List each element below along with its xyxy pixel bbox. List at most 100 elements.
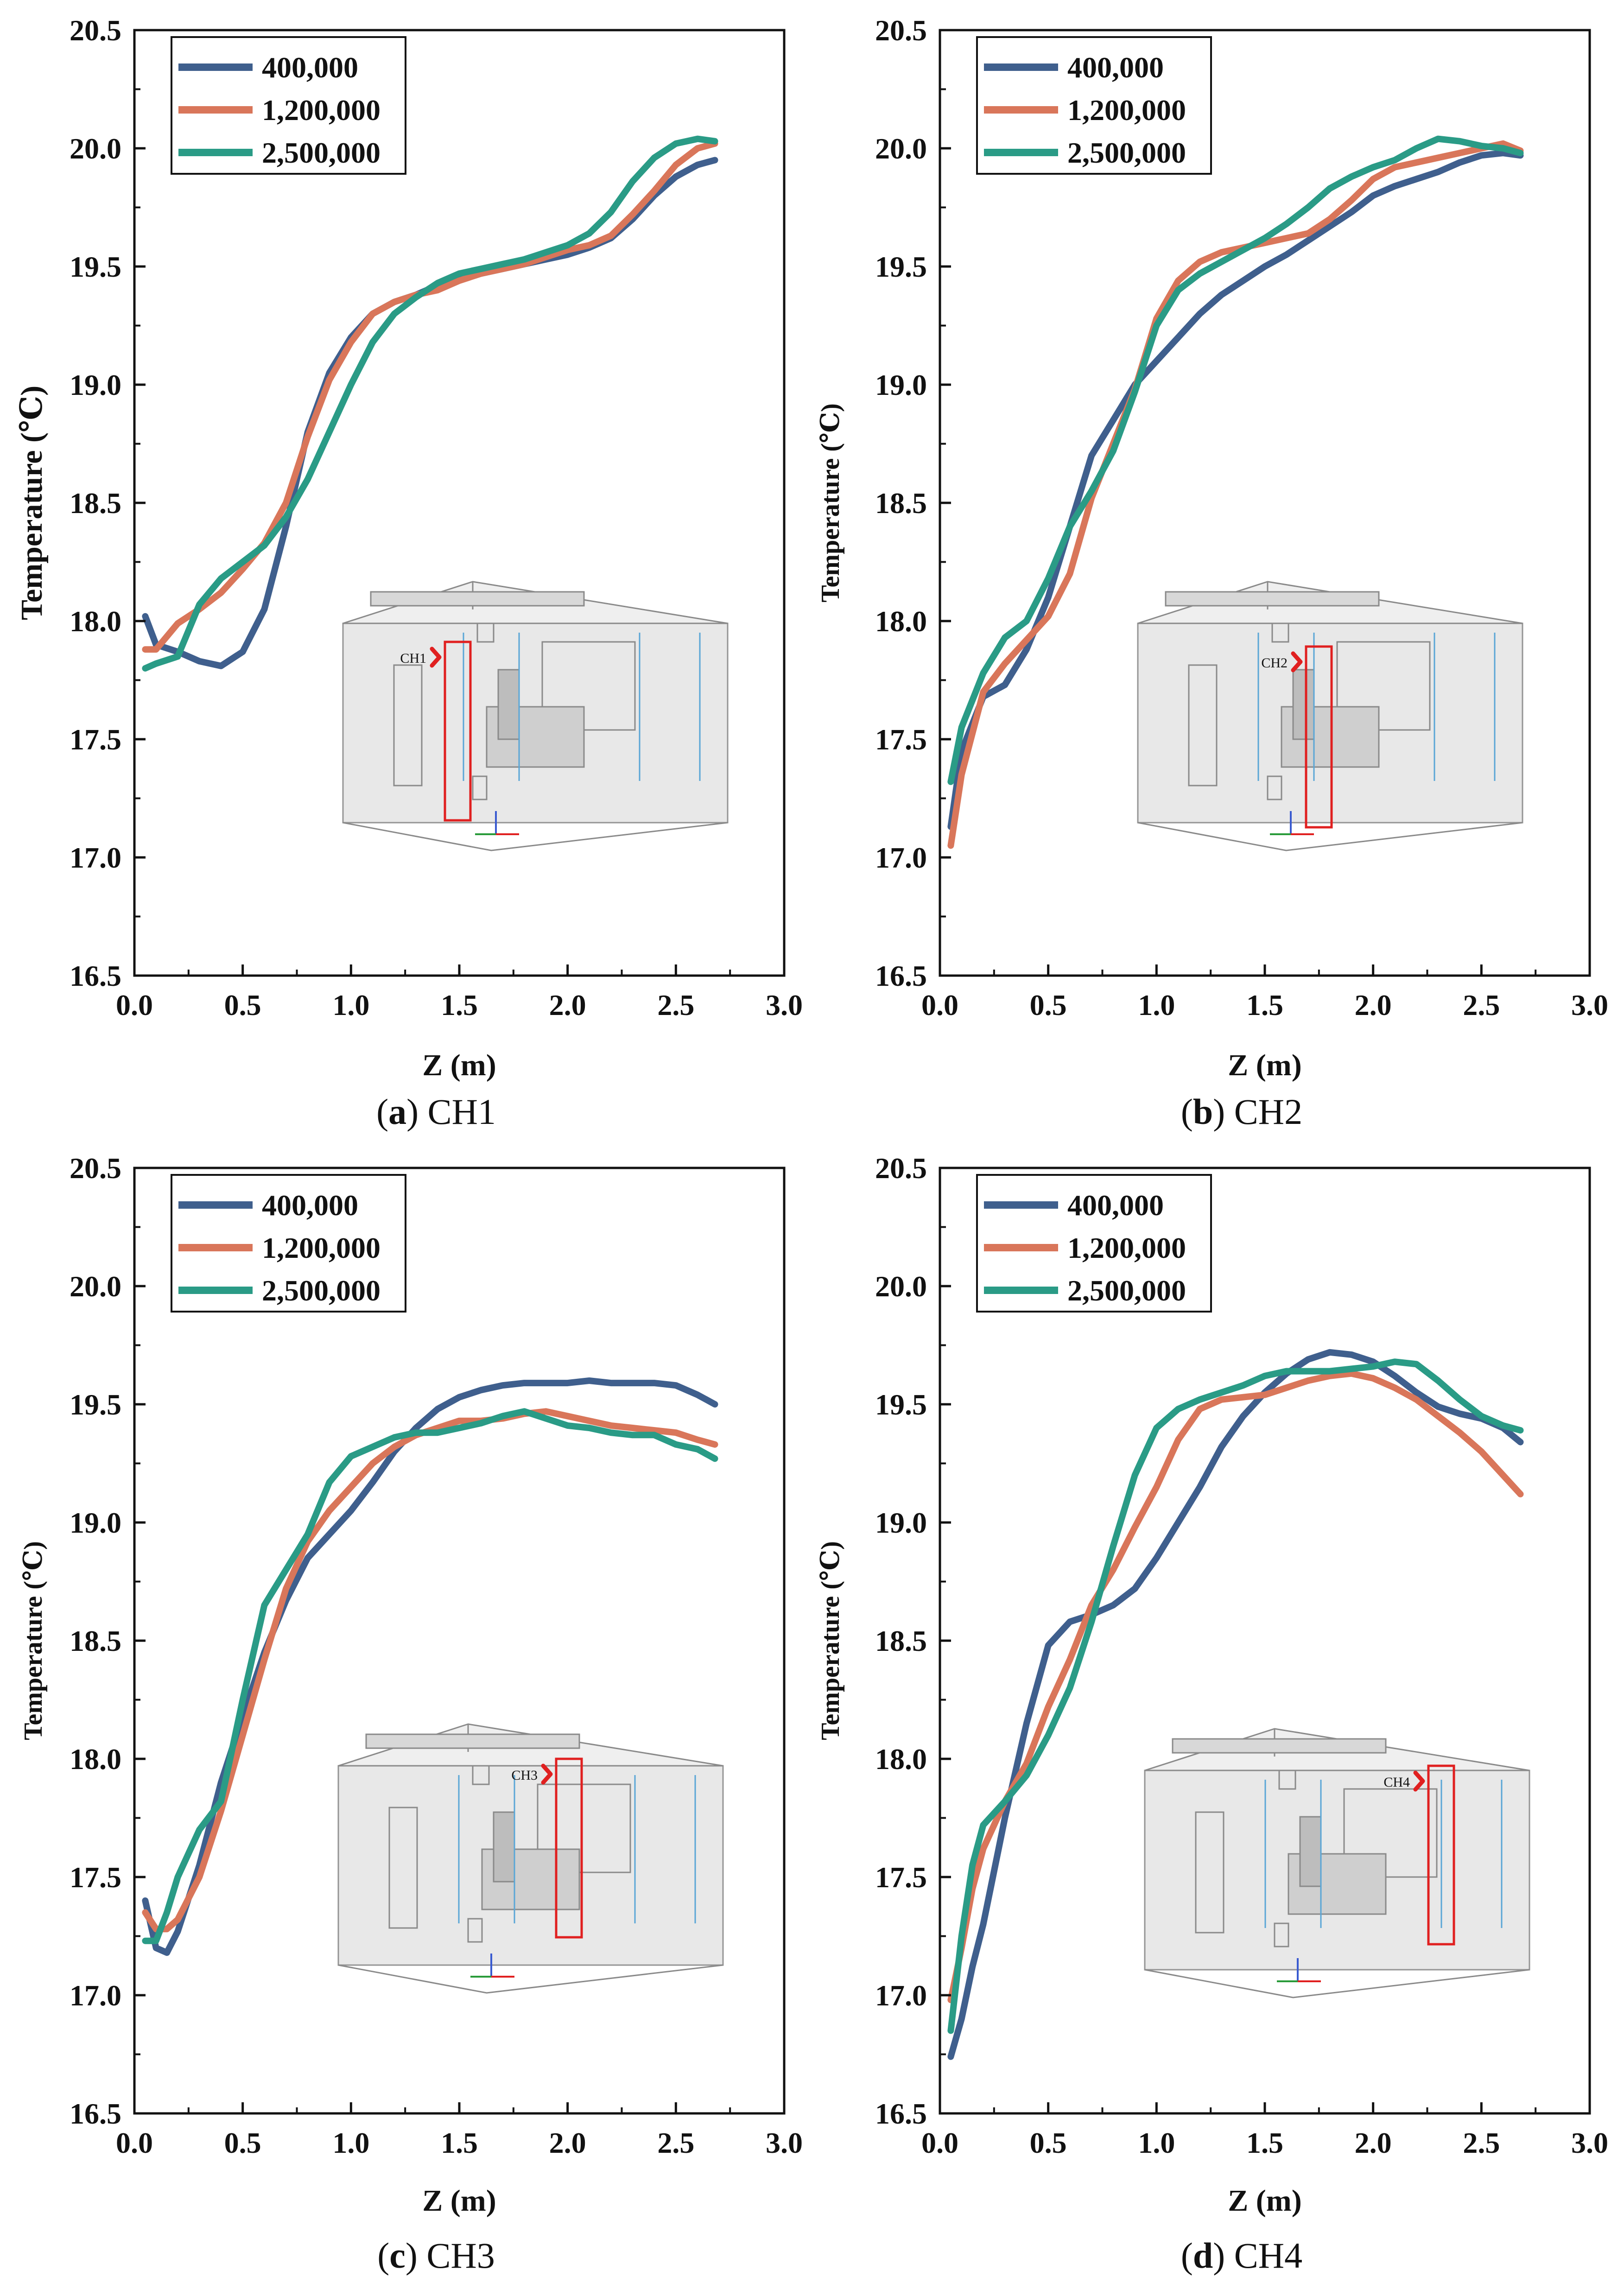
x-tick-label: 1.0 bbox=[1138, 989, 1175, 1021]
x-tick-label: 3.0 bbox=[1571, 2126, 1608, 2159]
caption-text: CH3 bbox=[426, 2235, 495, 2276]
door bbox=[1188, 664, 1218, 786]
vent bbox=[476, 622, 495, 643]
probe-label: CH3 bbox=[511, 1768, 538, 1783]
x-axis-title: Z (m) bbox=[422, 1048, 496, 1082]
x-tick-label: 0.5 bbox=[1030, 2126, 1067, 2159]
caption-letter: b bbox=[1193, 1091, 1213, 1132]
y-tick-label: 20.0 bbox=[70, 1270, 121, 1303]
series-line-2 bbox=[947, 1370, 1524, 2004]
x-axis-title: Z (m) bbox=[1228, 1048, 1301, 1082]
y-tick-label: 18.0 bbox=[875, 1743, 927, 1776]
y-tick-label: 20.0 bbox=[875, 132, 927, 165]
small-box bbox=[1274, 1922, 1289, 1947]
x-tick-label: 1.0 bbox=[332, 2126, 369, 2159]
y-tick-label: 19.5 bbox=[70, 250, 121, 283]
series-line-1 bbox=[947, 1349, 1524, 2060]
legend: 400,000 1,200,000 2,500,000 bbox=[976, 1174, 1212, 1313]
probe-label: CH1 bbox=[400, 651, 426, 666]
y-tick-label: 17.0 bbox=[70, 1979, 121, 2012]
series-line-3 bbox=[947, 135, 1524, 785]
door bbox=[1195, 1811, 1224, 1934]
caption-letter: d bbox=[1193, 2235, 1213, 2276]
small-box bbox=[467, 1918, 483, 1943]
probe-arrow-icon bbox=[1291, 651, 1303, 672]
window bbox=[1336, 641, 1431, 731]
x-tick-label: 2.0 bbox=[549, 989, 586, 1021]
chart-panel-d: CH4 0.0 0.5 1.0 1.5 2.0 2.5 3.0 16.5 17.0 17.5 18.0… bbox=[816, 1152, 1608, 2276]
ceiling-duct bbox=[370, 591, 585, 607]
probe-box bbox=[555, 1757, 583, 1939]
legend-label: 400,000 bbox=[1067, 51, 1164, 84]
x-tick-label: 2.0 bbox=[1355, 989, 1392, 1021]
caption-open: ( bbox=[1181, 1091, 1193, 1132]
y-tick-label: 20.5 bbox=[875, 1152, 927, 1185]
vent bbox=[1271, 622, 1289, 643]
x-axis-title: Z (m) bbox=[1228, 2184, 1301, 2218]
caption-open: ( bbox=[1181, 2235, 1193, 2276]
chart-panel-c: CH3 0.0 0.5 1.0 1.5 2.0 2.5 3.0 16.5 17.0 17.5 18.0… bbox=[19, 1152, 803, 2276]
x-tick-label: 0.5 bbox=[224, 989, 261, 1021]
x-tick-label: 2.5 bbox=[1463, 2126, 1500, 2159]
y-tick-label: 17.5 bbox=[70, 1861, 121, 1894]
legend-label: 1,200,000 bbox=[262, 94, 381, 127]
x-tick-label: 0.5 bbox=[224, 2126, 261, 2159]
y-tick-label: 17.0 bbox=[875, 841, 927, 874]
y-tick-label: 17.0 bbox=[875, 1979, 927, 2012]
series-line-3 bbox=[142, 1408, 718, 1944]
room-inset bbox=[1137, 581, 1523, 851]
chart-panel-b: CH2 0.0 0.5 1.0 1.5 2.0 2.5 3.0 16.5 17.0 17.5 18.0… bbox=[816, 14, 1608, 1132]
caption-open: ( bbox=[377, 2235, 389, 2276]
door bbox=[388, 1807, 418, 1929]
room-inset bbox=[337, 1723, 724, 1994]
ceiling-duct bbox=[1165, 591, 1380, 607]
y-tick-label: 16.5 bbox=[70, 959, 121, 992]
x-tick-label: 0.0 bbox=[921, 2126, 958, 2159]
y-tick-label: 18.5 bbox=[875, 487, 927, 520]
window bbox=[541, 641, 636, 731]
x-tick-label: 1.5 bbox=[441, 2126, 478, 2159]
x-tick-label: 1.5 bbox=[1246, 2126, 1283, 2159]
legend-label: 400,000 bbox=[262, 1189, 358, 1222]
panel-caption: (b) CH2 bbox=[1181, 1091, 1302, 1132]
y-tick-label: 18.5 bbox=[875, 1624, 927, 1657]
caption-open: ( bbox=[376, 1091, 388, 1132]
caption-letter: a bbox=[388, 1091, 406, 1132]
y-tick-label: 19.5 bbox=[875, 250, 927, 283]
room-inset bbox=[1144, 1728, 1530, 1998]
door bbox=[393, 664, 423, 786]
y-tick-label: 16.5 bbox=[875, 2097, 927, 2130]
x-tick-label: 2.0 bbox=[1355, 2126, 1392, 2159]
panel-caption: (c) CH3 bbox=[377, 2235, 495, 2276]
legend-label: 400,000 bbox=[262, 51, 358, 84]
window bbox=[537, 1783, 631, 1873]
y-tick-label: 17.5 bbox=[875, 723, 927, 756]
probe-highlight: CH4 bbox=[1383, 1764, 1455, 1946]
x-tick-label: 1.0 bbox=[332, 989, 369, 1021]
series-line-1 bbox=[142, 157, 718, 669]
y-tick-label: 19.0 bbox=[70, 1506, 121, 1539]
x-tick-label: 0.0 bbox=[116, 989, 153, 1021]
room-bottom-edge bbox=[1137, 822, 1523, 851]
probe-arrow-icon bbox=[430, 647, 442, 668]
y-tick-label: 19.5 bbox=[70, 1388, 121, 1421]
y-tick-label: 20.0 bbox=[70, 132, 121, 165]
x-tick-label: 2.5 bbox=[657, 2126, 694, 2159]
small-box bbox=[1267, 775, 1282, 800]
probe-box bbox=[444, 641, 472, 822]
x-tick-label: 1.5 bbox=[441, 989, 478, 1021]
x-tick-label: 2.5 bbox=[657, 989, 694, 1021]
x-tick-label: 1.5 bbox=[1246, 989, 1283, 1021]
x-axis-title: Z (m) bbox=[422, 2184, 496, 2218]
series-line-3 bbox=[947, 1358, 1524, 2034]
panel-caption: (a) CH1 bbox=[376, 1091, 496, 1132]
y-tick-label: 16.5 bbox=[875, 959, 927, 992]
y-axis-title: Temperature (℃) bbox=[816, 1541, 845, 1740]
room-bottom-edge bbox=[343, 822, 728, 851]
probe-highlight: CH2 bbox=[1261, 645, 1333, 829]
x-tick-label: 0.0 bbox=[116, 2126, 153, 2159]
y-tick-label: 18.0 bbox=[70, 1743, 121, 1776]
y-tick-label: 19.5 bbox=[875, 1388, 927, 1421]
y-tick-label: 16.5 bbox=[70, 2097, 121, 2130]
y-tick-label: 20.5 bbox=[70, 14, 121, 47]
